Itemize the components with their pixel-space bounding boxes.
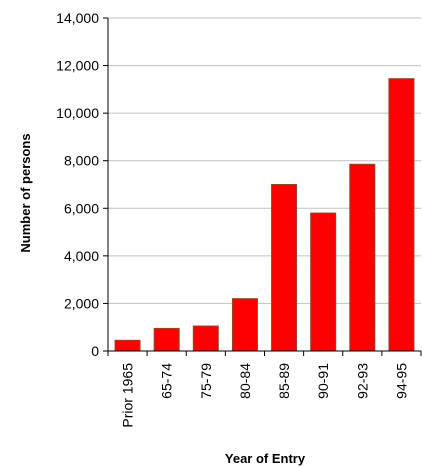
x-tick-label: 65-74: [159, 363, 175, 399]
y-axis-ticks: 0 2,000 4,000 6,000 8,000 10,000 12,000 14,000: [56, 10, 108, 359]
x-tick-label: 75-79: [198, 363, 214, 399]
x-tick-label: 85-89: [276, 363, 292, 399]
bar: [310, 212, 337, 352]
bar: [192, 325, 219, 352]
x-axis-title: Year of Entry: [225, 451, 306, 466]
y-tick-label: 2,000: [64, 295, 99, 311]
y-tick-label: 4,000: [64, 248, 99, 264]
y-tick-label: 14,000: [56, 10, 99, 26]
x-axis-ticks: Prior 1965 65-74 75-79 80-84 85-89 90-91 92-93…: [107, 351, 422, 428]
x-tick-label: Prior 1965: [120, 363, 136, 428]
x-tick-label: 80-84: [237, 363, 253, 399]
y-tick-label: 6,000: [64, 200, 99, 216]
x-tick-label: 90-91: [315, 363, 331, 399]
x-tick-label: 94-95: [393, 363, 409, 399]
y-tick-label: 12,000: [56, 58, 99, 74]
gridlines: [108, 17, 421, 304]
bars: [114, 78, 415, 352]
bar: [231, 298, 258, 352]
x-tick-label: 92-93: [354, 363, 370, 399]
bar: [114, 339, 141, 352]
y-tick-label: 8,000: [64, 153, 99, 169]
bar: [271, 184, 298, 352]
bar: [153, 327, 180, 352]
bar: [388, 78, 415, 352]
y-tick-label: 0: [91, 343, 99, 359]
y-axis-title: Number of persons: [18, 133, 33, 252]
y-tick-label: 10,000: [56, 105, 99, 121]
bar: [349, 163, 376, 352]
